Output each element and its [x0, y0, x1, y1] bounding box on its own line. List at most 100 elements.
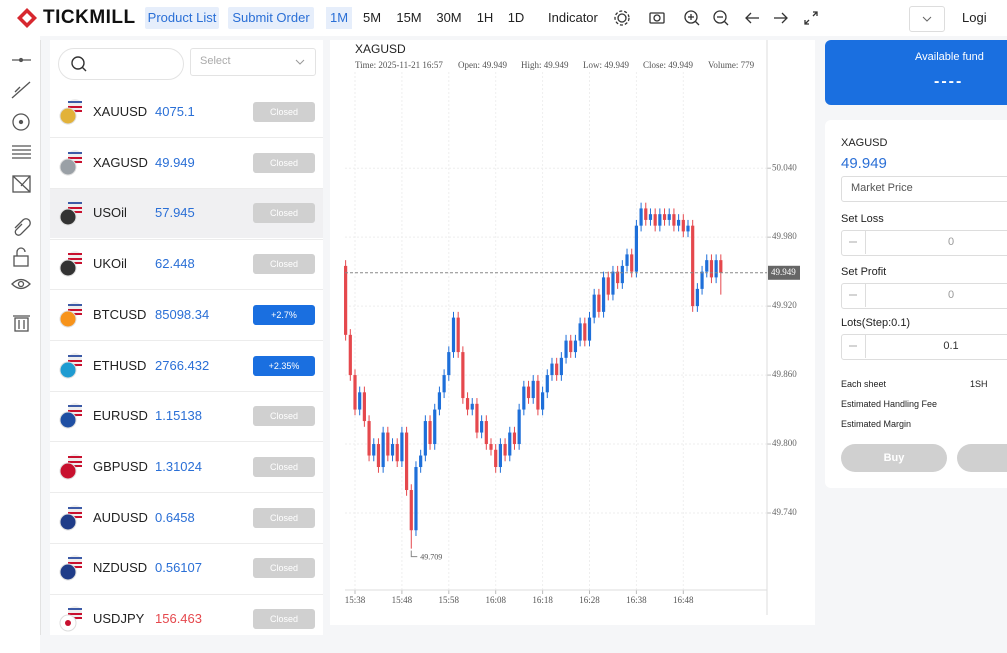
product-symbol[interactable]: XAGUSD — [93, 154, 148, 170]
stepper-value[interactable]: 0 — [947, 289, 955, 301]
shape — [59, 259, 77, 277]
shape — [68, 562, 82, 565]
tool-pattern[interactable] — [12, 175, 31, 193]
candle-body — [344, 265, 348, 335]
nav-button-bg[interactable] — [228, 7, 314, 29]
tool-magnet[interactable] — [14, 218, 31, 236]
status-badge — [253, 558, 315, 579]
tool-ray[interactable] — [11, 81, 31, 99]
product-symbol[interactable]: UKOil — [93, 256, 127, 272]
select-placeholder[interactable]: Select — [200, 55, 231, 67]
row-divider — [50, 340, 323, 341]
candle-body — [667, 214, 671, 220]
candle-body — [559, 357, 563, 376]
product-symbol[interactable]: ETHUSD — [93, 357, 147, 373]
product-panel — [50, 40, 323, 635]
minus-icon — [849, 345, 857, 347]
timeframe-button[interactable]: 1M — [329, 10, 349, 25]
status-text: +2.35% — [268, 360, 300, 371]
tool-eye[interactable] — [11, 278, 31, 290]
field-label: Set Loss — [841, 213, 884, 225]
candle-body — [677, 219, 681, 226]
status-text: Closed — [269, 208, 298, 219]
flag-icon — [59, 453, 82, 480]
nav-button-bg[interactable] — [145, 7, 219, 29]
buy-button[interactable] — [841, 444, 947, 472]
select-box[interactable] — [190, 48, 316, 76]
product-symbol[interactable]: AUDUSD — [93, 509, 148, 525]
stepper-minus[interactable] — [841, 283, 866, 307]
shape — [922, 16, 932, 22]
product-symbol[interactable]: BTCUSD — [93, 306, 147, 322]
tool-fib[interactable] — [12, 145, 31, 159]
shape — [12, 175, 31, 193]
flag-icon — [59, 200, 82, 226]
shape — [59, 310, 77, 328]
nav-button[interactable]: Submit Order — [232, 10, 310, 25]
buy-label[interactable]: Buy — [883, 452, 905, 464]
timeframe-button[interactable]: 1D — [507, 10, 525, 25]
tool-circle[interactable] — [12, 113, 30, 131]
shape — [68, 101, 82, 103]
nav-button[interactable]: Product List — [147, 10, 217, 25]
stepper-value[interactable]: 0.1 — [943, 340, 959, 352]
status-badge — [253, 254, 315, 275]
shape — [16, 247, 26, 256]
product-symbol[interactable]: USOil — [93, 205, 127, 221]
info-label: Each sheet — [841, 379, 887, 389]
account-dropdown[interactable] — [909, 6, 945, 32]
stepper-minus[interactable] — [841, 230, 866, 254]
order-type[interactable]: Market Price — [851, 182, 913, 194]
order-symbol: XAGUSD — [841, 137, 888, 149]
product-symbol[interactable]: XAUUSD — [93, 104, 148, 119]
product-flag — [58, 199, 86, 227]
shape — [68, 405, 82, 408]
candle-body — [606, 277, 610, 295]
timeframe-active-bg[interactable] — [326, 7, 352, 29]
order-type-select[interactable] — [841, 176, 1007, 202]
logo-mark — [17, 8, 37, 28]
shape — [68, 308, 82, 311]
login-button[interactable]: Logi — [962, 10, 987, 25]
tool-line[interactable] — [12, 57, 31, 63]
candle-body — [437, 392, 442, 410]
product-symbol[interactable]: NZDUSD — [93, 560, 148, 576]
candle-body — [616, 271, 620, 284]
product-symbol[interactable]: EURUSD — [93, 408, 148, 424]
tool-lock[interactable] — [13, 247, 29, 267]
product-symbol[interactable]: USDJPY — [93, 611, 145, 626]
tool-delete[interactable] — [13, 315, 30, 332]
sell-button[interactable] — [957, 444, 1007, 472]
timeframe-button[interactable]: 1H — [476, 10, 494, 25]
status-text: Closed — [269, 512, 298, 523]
row-divider — [50, 542, 323, 544]
shape — [745, 12, 752, 24]
stepper-minus[interactable] — [841, 334, 866, 358]
chart-tools[interactable] — [612, 8, 822, 28]
timeframe-button[interactable]: 30M — [436, 10, 462, 25]
shape — [81, 66, 87, 72]
search-box[interactable] — [58, 48, 184, 80]
candle-body — [447, 352, 451, 376]
indicator-button[interactable]: Indicator — [548, 10, 598, 25]
flag-icon — [59, 504, 82, 531]
shape — [71, 56, 85, 70]
product-price: 1.15138 — [155, 408, 202, 424]
x-tick-label: 15:38 — [345, 595, 366, 605]
shape — [68, 160, 82, 163]
tool-icons[interactable] — [612, 8, 822, 28]
stepper-input[interactable] — [841, 334, 1007, 360]
candle-body — [583, 323, 587, 341]
candle-body — [601, 277, 606, 312]
product-symbol[interactable]: GBPUSD — [93, 458, 148, 474]
stepper-input[interactable] — [841, 230, 1007, 256]
candle-body — [541, 392, 545, 410]
timeframe-button[interactable]: 15M — [396, 10, 422, 25]
timeframe-button[interactable]: 5M — [362, 10, 382, 25]
status-text: +2.7% — [271, 309, 297, 320]
candle-body — [648, 214, 653, 220]
stepper-value[interactable]: 0 — [947, 236, 955, 248]
x-tick-label: 15:48 — [392, 595, 413, 605]
product-price: 62.448 — [155, 256, 195, 272]
stepper-input[interactable] — [841, 283, 1007, 309]
